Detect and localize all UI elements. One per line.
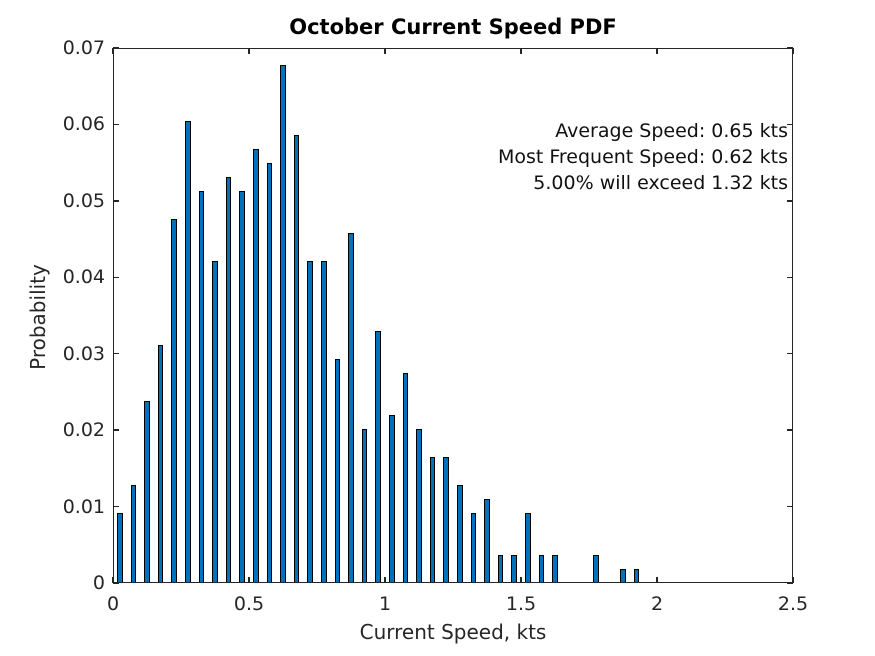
histogram-bar: [511, 555, 518, 583]
histogram-bar: [130, 485, 137, 583]
y-tick-mark: [787, 582, 793, 584]
x-tick-mark: [384, 48, 386, 54]
x-tick-mark: [248, 48, 250, 54]
y-tick-label: 0.05: [62, 189, 105, 212]
y-tick-label: 0.01: [62, 495, 105, 518]
annotation-average-speed: Average Speed: 0.65 kts: [555, 120, 788, 142]
y-tick-mark: [787, 276, 793, 279]
y-tick-label: 0.06: [62, 113, 105, 136]
histogram-bar: [416, 428, 422, 583]
histogram-bar: [592, 555, 599, 583]
y-tick-label: 0.07: [62, 37, 105, 59]
stats-annotation: Average Speed: 0.65 kts Most Frequent Sp…: [498, 118, 788, 196]
y-tick-label: 0.03: [62, 342, 105, 365]
histogram-bar: [144, 401, 150, 583]
histogram-bar: [320, 261, 327, 583]
histogram-bar: [225, 177, 232, 583]
histogram-bar: [456, 485, 463, 583]
histogram-bar: [266, 163, 273, 583]
y-tick-mark: [113, 505, 119, 508]
histogram-bar: [171, 219, 178, 583]
histogram-bar: [538, 555, 545, 583]
x-tick-mark: [112, 48, 114, 54]
x-tick-label: 1.5: [505, 593, 537, 615]
histogram-bar: [524, 512, 531, 583]
histogram-bar: [348, 233, 354, 583]
x-tick-mark: [520, 577, 522, 583]
y-tick-mark: [113, 123, 119, 126]
histogram-bar: [212, 261, 218, 583]
y-tick-mark: [787, 505, 793, 508]
annotation-exceedance-speed: 5.00% will exceed 1.32 kts: [533, 172, 788, 194]
histogram-bar: [484, 499, 490, 583]
y-tick-mark: [787, 123, 793, 126]
histogram-bar: [470, 512, 477, 583]
y-tick-label: 0.04: [62, 266, 105, 289]
x-tick-mark: [656, 48, 658, 54]
histogram-bar: [157, 345, 164, 583]
histogram-bar: [402, 373, 409, 583]
annotation-most-frequent-speed: Most Frequent Speed: 0.62 kts: [497, 146, 788, 168]
y-tick-label: 0.02: [62, 419, 105, 442]
x-tick-label: 2.5: [777, 593, 809, 615]
histogram-bar: [620, 569, 626, 583]
y-tick-mark: [787, 352, 793, 355]
chart-title: October Current Speed PDF: [289, 15, 617, 39]
x-tick-mark: [248, 577, 250, 583]
x-tick-label: 0: [106, 593, 120, 615]
y-tick-mark: [113, 47, 119, 49]
y-tick-mark: [113, 582, 119, 584]
x-tick-mark: [520, 48, 522, 54]
y-tick-mark: [113, 352, 119, 355]
histogram-bar: [429, 457, 436, 583]
y-tick-mark: [113, 429, 119, 431]
y-tick-label: 0: [92, 572, 105, 594]
histogram-bar: [293, 135, 300, 583]
histogram-bar: [334, 359, 341, 583]
histogram-bar: [552, 555, 558, 583]
histogram-bar: [252, 149, 259, 583]
histogram-bar: [388, 415, 395, 583]
histogram-bar: [239, 191, 246, 583]
x-tick-mark: [656, 577, 658, 583]
x-tick-label: 1: [378, 593, 392, 615]
x-tick-mark: [792, 48, 794, 54]
histogram-bar: [116, 512, 123, 583]
histogram-bar: [375, 331, 382, 583]
histogram-bar: [497, 555, 504, 583]
histogram-bar: [307, 261, 314, 583]
y-tick-mark: [113, 276, 119, 279]
x-tick-mark: [112, 577, 114, 583]
histogram-bar: [633, 569, 640, 583]
x-tick-label: 0.5: [233, 593, 265, 615]
x-axis-label: Current Speed, kts: [359, 620, 547, 644]
x-tick-mark: [792, 577, 794, 583]
histogram-bar: [443, 457, 450, 583]
histogram-bar: [198, 191, 205, 583]
y-tick-mark: [787, 200, 793, 202]
histogram-bar: [361, 428, 368, 583]
histogram-bar: [184, 121, 191, 583]
y-tick-mark: [113, 200, 119, 202]
plot-area: [112, 47, 794, 584]
y-tick-mark: [787, 429, 793, 431]
x-tick-label: 2: [650, 593, 664, 615]
histogram-bar: [280, 65, 286, 583]
x-tick-mark: [384, 577, 386, 583]
